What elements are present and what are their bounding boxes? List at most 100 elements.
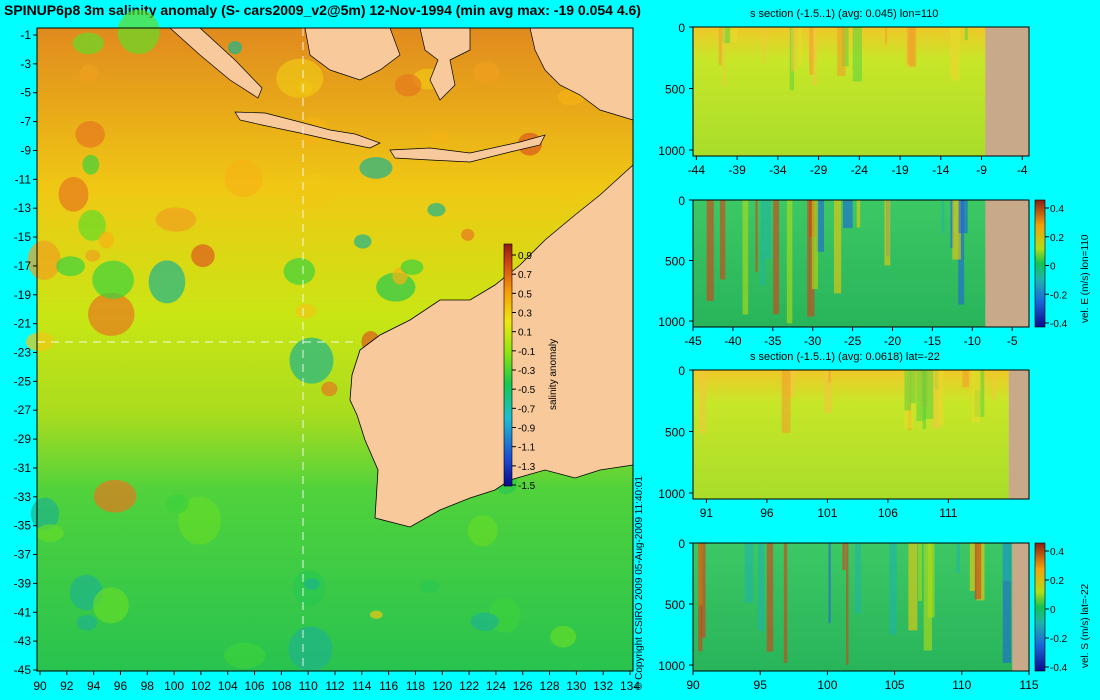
- map-y-tick-label: -9: [20, 143, 31, 157]
- map-eddy: [27, 240, 61, 281]
- map-eddy: [82, 154, 100, 175]
- map-eddy: [155, 207, 197, 232]
- map-x-tick-label: 112: [325, 679, 344, 693]
- map-x-tick-label: 132: [593, 679, 613, 693]
- map-eddy: [223, 642, 266, 669]
- map-colorbar-tick-label: -1.1: [518, 443, 536, 454]
- section3-frame: [692, 369, 1030, 500]
- map-eddy: [562, 192, 576, 206]
- section1-x-tick-label: -34: [769, 163, 787, 177]
- map-eddy: [227, 40, 243, 55]
- section3-x-tick-label: 106: [878, 506, 898, 520]
- section3-y-tick-label: 500: [665, 426, 685, 440]
- section2-colorbar-label: vel. E (m/s) lon=110: [1080, 234, 1091, 323]
- section2-streak: [843, 200, 853, 229]
- section4-streak: [828, 543, 831, 624]
- map-colorbar-tick-label: -0.9: [518, 424, 536, 435]
- map-y-tick-label: -19: [14, 288, 32, 302]
- map-x-tick-label: 134: [620, 679, 640, 693]
- map-eddy: [56, 256, 85, 277]
- map-colorbar-tick-label: -0.5: [518, 385, 536, 396]
- map-eddy: [370, 610, 383, 619]
- map-colorbar-tick-label: -0.7: [518, 404, 536, 415]
- section2-x-tick-label: -25: [844, 334, 862, 348]
- section4-streak: [766, 543, 774, 652]
- map-x-tick-label: 98: [141, 679, 155, 693]
- section4-streak: [974, 543, 982, 600]
- section4-land: [1012, 543, 1029, 671]
- sulawesi-land: [419, 27, 471, 101]
- map-y-tick-label: -5: [20, 86, 31, 100]
- map-y-tick-label: -45: [14, 663, 32, 677]
- map-x-tick-label: 130: [566, 679, 586, 693]
- section2-x-tick-label: -15: [924, 334, 942, 348]
- nusa-tenggara-land: [389, 134, 546, 163]
- map-eddy: [117, 9, 160, 55]
- map-eddy: [224, 159, 263, 198]
- map-eddy: [75, 121, 105, 148]
- section2-streak: [833, 200, 842, 294]
- map-eddy: [36, 524, 64, 543]
- map-colorbar: 0.9 0.7 0.5 0.3 0.1 -0.1 -0.3 -0.5 -0.7 -0.9 -1.1 -…: [503, 243, 536, 492]
- section1-streak: [977, 27, 980, 43]
- map-eddy: [30, 497, 60, 531]
- section2-streak: [773, 200, 780, 315]
- map-colorbar-tick-label: 0.3: [518, 309, 532, 320]
- map-y-tick-label: -1: [20, 28, 31, 42]
- section2-x-tick-label: -40: [724, 334, 742, 348]
- section4-frame: [692, 542, 1030, 672]
- section2-colorbar-tick-label: -0.2: [1050, 290, 1068, 301]
- section4-streak: [783, 543, 788, 663]
- map-eddy: [419, 580, 440, 593]
- section2-field: [693, 200, 1029, 327]
- section4-colorbar-tick-label: -0.4: [1050, 663, 1068, 674]
- section4-x-tick-label: 115: [1019, 678, 1038, 692]
- section3-streak: [937, 370, 944, 425]
- map-eddy: [470, 612, 499, 631]
- section4-y-tick-label: 500: [665, 598, 685, 612]
- map-y-tick-label: -29: [14, 432, 32, 446]
- map-eddy: [72, 32, 104, 55]
- section1-streak: [797, 27, 803, 67]
- section2-streak: [807, 200, 815, 317]
- section1-streak: [885, 27, 888, 45]
- map-y-ticks: -1 -3 -5 -7 -9 -11 -13 -15 -17 -19 -21 -23 -25 -27 -29…: [14, 28, 37, 677]
- section4-x-tick-label: 95: [754, 678, 768, 692]
- section1-streak: [722, 27, 731, 44]
- map-x-tick-label: 100: [164, 679, 184, 693]
- section2-y-tick-label: 1000: [658, 315, 685, 329]
- section2-streak: [958, 200, 968, 234]
- section3-streak: [932, 370, 942, 429]
- map-y-tick-label: -13: [14, 201, 32, 215]
- section3-streak: [973, 370, 981, 391]
- section2-streak: [816, 200, 825, 252]
- section1-streak: [722, 27, 726, 86]
- map-eddy: [321, 381, 338, 397]
- section3-streak: [699, 370, 707, 434]
- section1-x-tick-label: -9: [976, 163, 987, 177]
- section1-panel: -44 -39 -34 -29 -24 -19 -14 -9 -4 0 500 1000: [658, 21, 1030, 177]
- section4-streak: [908, 543, 918, 631]
- map-eddy: [394, 74, 422, 97]
- section2-streak: [719, 200, 726, 280]
- map-eddy: [88, 292, 135, 336]
- section2-land: [985, 200, 1029, 327]
- map-x-tick-label: 120: [432, 679, 452, 693]
- map-x-tick-label: 104: [218, 679, 238, 693]
- section2-y-tick-label: 500: [665, 255, 685, 269]
- section3-panel: 91 96 101 106 111 0 500 1000: [658, 364, 1030, 520]
- section4-streak: [846, 543, 849, 665]
- section1-x-tick-label: -19: [891, 163, 909, 177]
- section1-x-tick-label: -24: [851, 163, 869, 177]
- section1-x-tick-label: -4: [1017, 163, 1028, 177]
- map-eddy: [295, 303, 317, 319]
- map-colorbar-tick-label: -1.5: [518, 481, 536, 492]
- section2-colorbar-scale: [1034, 199, 1046, 328]
- map-colorbar-ticks: 0.9 0.7 0.5 0.3 0.1 -0.1 -0.3 -0.5 -0.7 -0.9 -1.1 -…: [512, 251, 536, 492]
- map-eddy: [276, 58, 324, 98]
- section4-streak: [842, 543, 846, 571]
- section1-streak: [964, 27, 968, 41]
- section3-streak: [781, 370, 791, 433]
- section1-streak: [728, 27, 738, 43]
- section1-y-tick-label: 1000: [658, 144, 685, 158]
